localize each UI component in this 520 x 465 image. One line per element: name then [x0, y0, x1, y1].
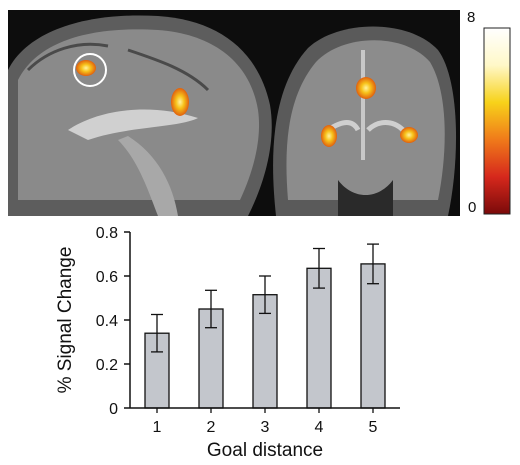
- x-tick-label: 3: [261, 419, 270, 436]
- y-tick-label: 0.6: [96, 269, 118, 286]
- bar-goal-distance-5: [360, 263, 386, 409]
- x-tick-label: 5: [369, 419, 378, 436]
- x-tick-label: 2: [207, 419, 216, 436]
- y-axis-label: % Signal Change: [55, 247, 76, 394]
- y-tick-label: 0.4: [96, 313, 118, 330]
- activation-blob: [321, 125, 337, 147]
- y-tick-label: 0.2: [96, 357, 118, 374]
- bar-chart: 0 0.2 0.4 0.6 0.8 1 2 3 4 5 % Signal Change Goal…: [0, 220, 520, 461]
- x-tick-label: 4: [315, 419, 324, 436]
- activation-blob: [171, 88, 189, 116]
- colorbar-max-label: 8: [467, 9, 476, 26]
- activation-blob: [400, 127, 418, 143]
- y-tick-label: 0.8: [96, 225, 118, 242]
- bar-chart-svg: 0 0.2 0.4 0.6 0.8 1 2 3 4 5 % Signal Change Goal…: [55, 225, 400, 461]
- bar-goal-distance-4: [306, 267, 332, 409]
- highlight-circle: [73, 53, 107, 87]
- x-axis-label: Goal distance: [207, 440, 323, 460]
- colorbar-min-label: 0: [468, 199, 477, 216]
- x-tick-label: 1: [153, 419, 162, 436]
- brain-slices-image: [8, 10, 460, 216]
- coronal-slice: [273, 26, 457, 216]
- activation-blob: [356, 77, 376, 99]
- brain-image-panel: [8, 10, 460, 216]
- colorbar: [482, 26, 512, 216]
- sagittal-slice: [8, 15, 272, 216]
- activation-blob: [76, 60, 96, 76]
- y-tick-label: 0: [109, 401, 118, 418]
- colorbar-gradient: [483, 27, 511, 215]
